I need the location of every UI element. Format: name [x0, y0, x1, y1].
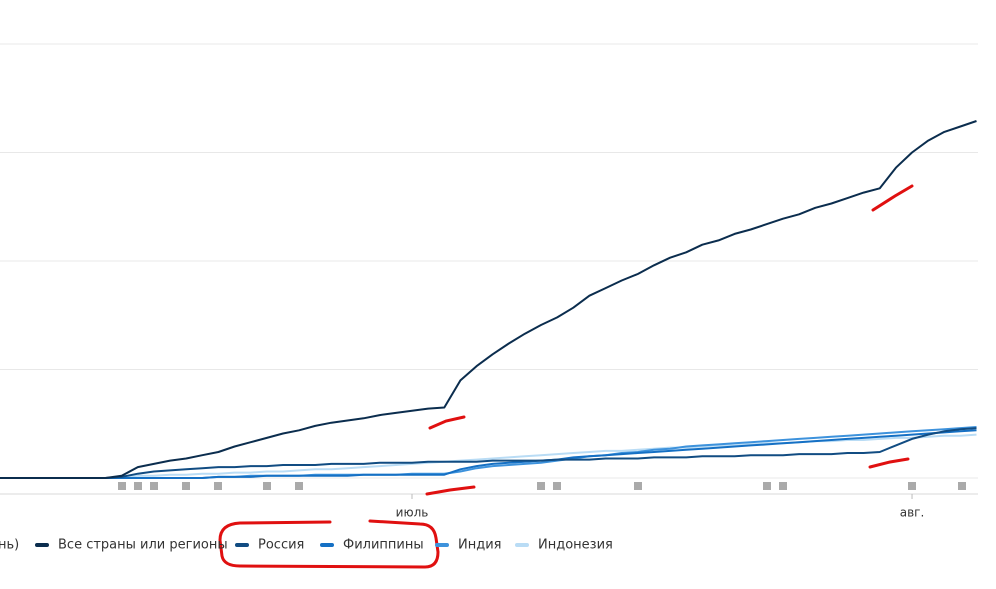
annotation-markers: [118, 482, 966, 490]
legend-fragment: нь): [0, 538, 19, 553]
x-tick-label: июль: [396, 506, 429, 520]
legend-label: Россия: [258, 538, 304, 553]
series-line: [0, 427, 977, 479]
legend-label: Индонезия: [538, 538, 613, 553]
x-tick-label: авг.: [900, 506, 925, 520]
series-line: [0, 433, 977, 479]
red-annotations: [218, 184, 914, 569]
legend-label: Индия: [458, 538, 501, 553]
legend-label: Филиппины: [343, 538, 424, 553]
series-line: [0, 120, 977, 479]
series-line: [0, 429, 977, 479]
series-line: [0, 426, 977, 479]
legend-label: Все страны или регионы: [58, 538, 228, 553]
